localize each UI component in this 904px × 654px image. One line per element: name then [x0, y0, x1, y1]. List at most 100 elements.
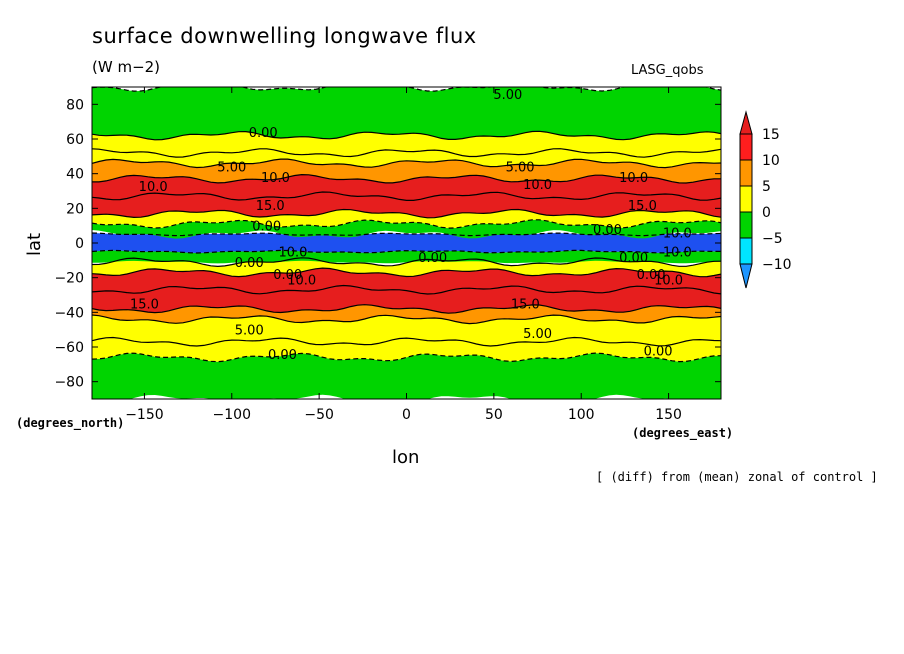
- contour-label: 0.00: [235, 256, 264, 271]
- y-tick-label: 40: [66, 167, 84, 183]
- contour-band: [92, 159, 721, 183]
- contour-line: [92, 257, 721, 268]
- colorbar-label: −10: [762, 257, 792, 273]
- y-tick-label: −20: [54, 271, 84, 287]
- contour-band: [92, 315, 721, 346]
- contour-label: 5.00: [217, 161, 246, 176]
- contour-label: 10.0: [278, 246, 307, 261]
- contour-label: 0.00: [619, 251, 648, 266]
- contour-label: 0.00: [593, 223, 622, 238]
- contour-label: 0.00: [644, 344, 673, 359]
- colorbar-swatch: [739, 211, 753, 239]
- colorbar-swatch: [739, 237, 753, 265]
- contour-label: 0.00: [252, 220, 281, 235]
- contour-line: [92, 87, 721, 92]
- contour-band: [92, 337, 721, 362]
- x-tick-label: 50: [485, 407, 503, 423]
- y-tick-label: 0: [75, 236, 84, 252]
- colorbar-over: [739, 110, 753, 135]
- contour-label: 10.0: [287, 273, 316, 288]
- contour-label: 10.0: [663, 246, 692, 261]
- contour-line: [92, 219, 721, 229]
- contour-label: 5.00: [523, 327, 552, 342]
- colorbar-swatch: [739, 185, 753, 213]
- x-axis-label: lon: [392, 447, 420, 468]
- contour-band: [92, 233, 721, 253]
- x-tick-label: −100: [213, 407, 251, 423]
- contour-label: 15.0: [628, 199, 657, 214]
- contour-line: [92, 148, 721, 158]
- colorbar-under: [739, 263, 753, 289]
- contour-label: 15.0: [256, 199, 285, 214]
- contour-band: [92, 219, 721, 239]
- contour-line: [92, 130, 721, 141]
- contour-label: 0.00: [249, 126, 278, 141]
- contour-band: [92, 353, 721, 399]
- contour-label: 5.00: [506, 161, 535, 176]
- chart-units: (W m−2): [92, 58, 161, 76]
- contour-band: [92, 87, 721, 140]
- x-axis: −150 −100 −50 0 50 100 150: [125, 87, 682, 423]
- colorbar-swatch: [739, 159, 753, 187]
- contour-label: 5.00: [493, 88, 522, 103]
- contour-line: [92, 249, 721, 254]
- contour-line: [92, 314, 721, 325]
- contour-band: [92, 174, 721, 201]
- contour-label-layer: 5.00 0.00 5.00 5.00 10.0 10.0 10.0 10.0 15.0 15.0…: [130, 88, 692, 363]
- contour-line: [92, 352, 721, 363]
- contour-label: 0.00: [273, 268, 302, 283]
- colorbar-label: 5: [762, 179, 771, 195]
- contour-line: [92, 304, 721, 314]
- x-tick-label: 100: [568, 407, 595, 423]
- contour-line: [92, 267, 721, 278]
- y-axis: −80 −60 −40 −20 0 20 40 60 80: [54, 97, 721, 391]
- contour-label: 15.0: [130, 298, 159, 313]
- contour-label: 10.0: [654, 273, 683, 288]
- colorbar: −10 −5 0 5 10 15: [739, 110, 792, 289]
- contour-line: [92, 158, 721, 169]
- contour-label: 5.00: [235, 324, 264, 339]
- contour-line: [92, 191, 721, 201]
- contour-label: 10.0: [523, 178, 552, 193]
- contour-label: 10.0: [139, 180, 168, 195]
- colorbar-swatch: [739, 133, 753, 161]
- contour-band: [92, 268, 721, 294]
- colorbar-label: 0: [762, 205, 771, 221]
- chart-title: surface downwelling longwave flux: [92, 24, 477, 48]
- y-tick-label: −60: [54, 340, 84, 356]
- x-tick-label: −50: [304, 407, 334, 423]
- contour-line-layer: [92, 87, 721, 363]
- contour-fill-layer: [92, 87, 721, 399]
- contour-label: 10.0: [261, 171, 290, 186]
- contour-label: 0.00: [268, 348, 297, 363]
- x-tick-label: 0: [402, 407, 411, 423]
- contour-band: [92, 304, 721, 324]
- contour-band: [92, 257, 721, 277]
- contour-line: [92, 208, 721, 219]
- contour-line: [92, 173, 721, 184]
- contour-band: [92, 250, 721, 264]
- y-units: (degrees_north): [16, 416, 125, 430]
- colorbar-label: −5: [762, 231, 783, 247]
- y-tick-label: −40: [54, 305, 84, 321]
- y-tick-label: 20: [66, 201, 84, 217]
- colorbar-label: 10: [762, 153, 780, 169]
- y-tick-label: 80: [66, 97, 84, 113]
- contour-label: 0.00: [637, 268, 666, 283]
- x-units: (degrees_east): [632, 426, 734, 440]
- contour-band: [92, 209, 721, 229]
- contour-label: 10.0: [663, 227, 692, 242]
- contour-label: 15.0: [511, 298, 540, 313]
- contour-line: [92, 232, 721, 237]
- diff-note: [ (diff) from (mean) zonal of control ]: [596, 470, 878, 484]
- contour-line: [92, 284, 721, 295]
- contour-label: 0.00: [418, 251, 447, 266]
- colorbar-label: 15: [762, 127, 780, 143]
- contour-line: [92, 336, 721, 347]
- x-tick-label: −150: [125, 407, 163, 423]
- contour-band: [92, 148, 721, 168]
- contour-label: 10.0: [619, 171, 648, 186]
- y-tick-label: 60: [66, 132, 84, 148]
- model-name: LASG_qobs: [631, 63, 704, 78]
